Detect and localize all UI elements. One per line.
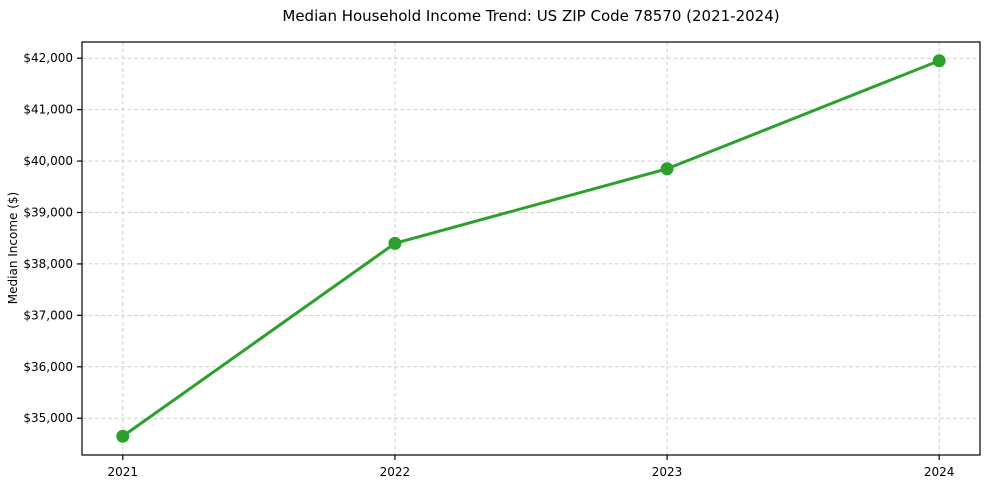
y-tick-label: $37,000 [23, 308, 73, 322]
x-tick-label: 2021 [108, 465, 139, 479]
data-point-2021 [116, 429, 130, 443]
x-tick-label: 2023 [652, 465, 683, 479]
y-tick-label: $42,000 [23, 51, 73, 65]
y-tick-label: $38,000 [23, 257, 73, 271]
y-tick-label: $41,000 [23, 103, 73, 117]
income-line-series [121, 59, 941, 438]
chart-title: Median Household Income Trend: US ZIP Co… [282, 7, 780, 25]
x-tick-label: 2024 [924, 465, 955, 479]
plot-border [81, 41, 981, 456]
data-point-2023 [660, 162, 674, 176]
y-axis-label-text: Median Income ($) [6, 191, 20, 305]
data-point-2022 [388, 236, 402, 250]
y-tick-label: $40,000 [23, 154, 73, 168]
y-tick-label: $39,000 [23, 205, 73, 219]
x-tick-label: 2022 [380, 465, 411, 479]
y-tick-label: $35,000 [23, 411, 73, 425]
y-tick-label: $36,000 [23, 360, 73, 374]
data-point-2024 [932, 54, 946, 68]
